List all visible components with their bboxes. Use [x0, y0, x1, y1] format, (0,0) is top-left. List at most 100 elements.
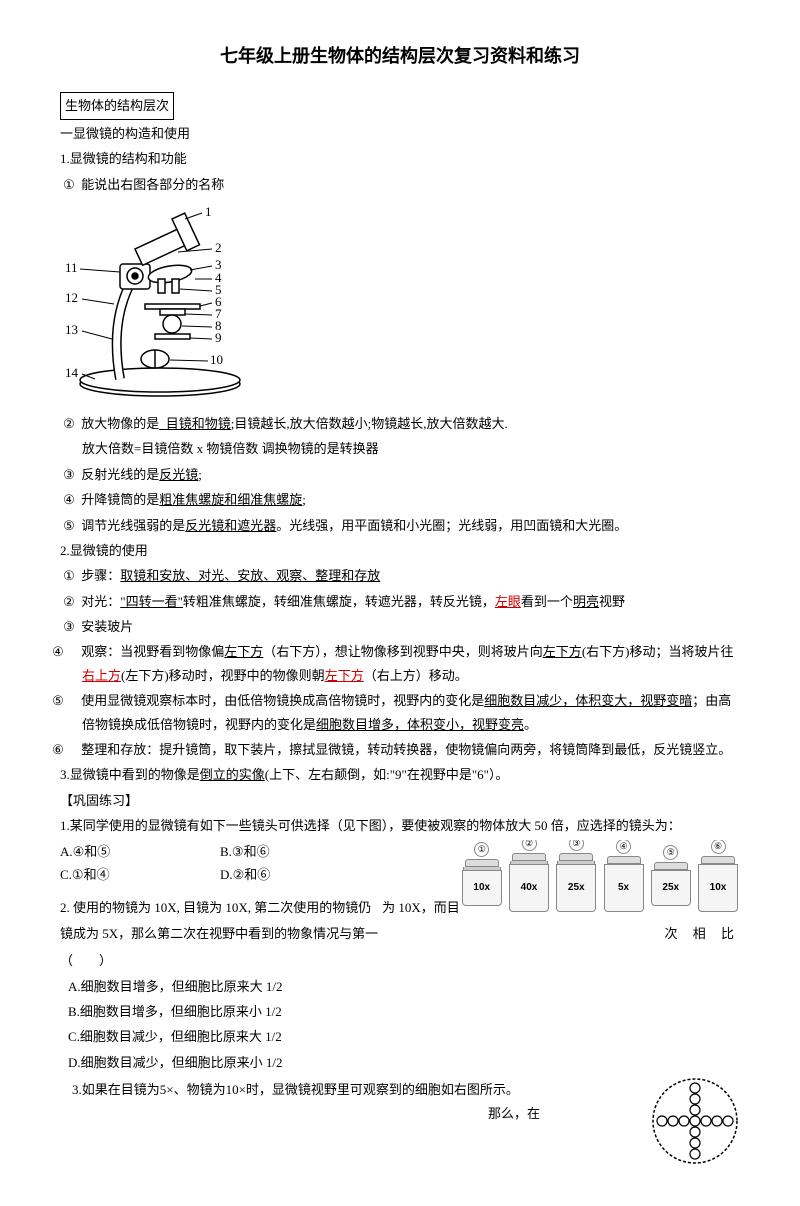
svg-text:1: 1 [205, 204, 212, 219]
num-circle: ④ [60, 488, 78, 511]
q2b2: 次 相 比 [664, 922, 740, 945]
p3-a: 反射光线的是 [81, 467, 159, 482]
num-circle: ⑥ [60, 738, 78, 761]
svg-text:9: 9 [215, 330, 222, 345]
microscope-svg: 1 11 12 13 14 2 3 4 5 6 7 8 9 10 [60, 204, 280, 404]
question-3: 3.如果在目镜为5×、物镜为10×时，显微镜视野里可观察到的细胞如右图所示。 那… [60, 1078, 740, 1101]
p2-b: ;目镜越长,放大倍数越小;物镜越长,放大倍数越大. [231, 416, 508, 431]
svg-text:10: 10 [210, 352, 223, 367]
u4-d: (左下方)移动时，视野中的物像则朝 [121, 668, 325, 683]
svg-text:14: 14 [65, 365, 79, 380]
point-1-text: 能说出右图各部分的名称 [81, 177, 224, 192]
s3-a: 3.显微镜中看到的物像是 [60, 767, 200, 782]
u5-a: 使用显微镜观察标本时，由低倍物镜换成高倍物镜时，视野内的变化是 [81, 693, 484, 708]
svg-text:12: 12 [65, 290, 78, 305]
p2-u: _目镜和物镜 [159, 416, 231, 431]
num-circle: ⑤ [60, 514, 78, 537]
question-3-wrap: 3.如果在目镜为5×、物镜为10×时，显微镜视野里可观察到的细胞如右图所示。 那… [60, 1076, 740, 1166]
cell-field-diagram [650, 1076, 740, 1166]
p5-u: 反光镜和遮光器 [185, 518, 276, 533]
p3-u: 反光镜 [159, 467, 198, 482]
u5-c: 。 [524, 717, 537, 732]
num-circle: ④ [60, 640, 78, 663]
u4-u2: 左下方 [543, 644, 582, 659]
u4-e: （右上方）移动。 [364, 668, 468, 683]
lens-3: ③25x [556, 840, 596, 912]
num-circle: ① [60, 173, 78, 196]
point-5: ⑤ 调节光线强弱的是反光镜和遮光器。光线强，用平面镜和小光圈；光线弱，用凹面镜和… [60, 514, 740, 537]
num-circle: ③ [60, 615, 78, 638]
point-2: ② 放大物像的是_目镜和物镜;目镜越长,放大倍数越小;物镜越长,放大倍数越大. [60, 412, 740, 435]
section-box-label: 生物体的结构层次 [60, 92, 174, 119]
p3-b: ; [198, 467, 202, 482]
u2-u2: 明亮 [573, 594, 599, 609]
question-1: 1.某同学使用的显微镜有如下一些镜头可供选择（见下图），要使被观察的物体放大 5… [60, 814, 740, 837]
q2-opt-a: A.细胞数目增多，但细胞比原来大 1/2 [60, 975, 740, 998]
u5-u2: 细胞数目增多，体积变小，视野变亮 [316, 717, 524, 732]
point-3: ③ 反射光线的是反光镜; [60, 463, 740, 486]
p5-b: 。光线强，用平面镜和小光圈；光线弱，用凹面镜和大光圈。 [276, 518, 627, 533]
num-circle: ③ [60, 463, 78, 486]
use-5: ⑤ 使用显微镜观察标本时，由低倍物镜换成高倍物镜时，视野内的变化是细胞数目减少，… [60, 689, 740, 736]
q2-opt-c: C.细胞数目减少，但细胞比原来大 1/2 [60, 1025, 740, 1048]
sub-1: 1.显微镜的结构和功能 [60, 147, 740, 170]
page-title: 七年级上册生物体的结构层次复习资料和练习 [60, 40, 740, 72]
u4-red1: 右上方 [82, 668, 121, 683]
num-circle: ① [60, 564, 78, 587]
sub-2: 2.显微镜的使用 [60, 539, 740, 562]
point-1: ① 能说出右图各部分的名称 [60, 173, 740, 196]
u4-red2: 左下方 [325, 668, 364, 683]
use-3: ③ 安装玻片 [60, 615, 740, 638]
point-4: ④ 升降镜筒的是粗准焦螺旋和细准焦螺旋; [60, 488, 740, 511]
q1-options: A.④和⑤ B.③和⑥ [60, 840, 460, 863]
u4-c: (右下方)移动；当将玻片往 [582, 644, 734, 659]
q1-opt-b: B.③和⑥ [220, 840, 380, 863]
u3-text: 安装玻片 [81, 619, 133, 634]
p4-u: 粗准焦螺旋和细准焦螺旋 [159, 492, 302, 507]
q2-opt-d: D.细胞数目减少，但细胞比原来小 1/2 [60, 1051, 740, 1074]
use-4: ④ 观察：当视野看到物像偏左下方（右下方），想让物像移到视野中央，则将玻片向左下… [60, 640, 740, 687]
u2-c: 看到一个 [521, 594, 573, 609]
q2-opt-b: B.细胞数目增多，但细胞比原来小 1/2 [60, 1000, 740, 1023]
u2-red1: 左眼 [495, 594, 521, 609]
u2-u1: "四转一看" [120, 594, 183, 609]
lens-diagram: ①10x ②40x ③25x ④5x ⑤25x ⑥10x [460, 840, 740, 912]
p4-b: ; [302, 492, 306, 507]
question-2-line2: 镜成为 5X，那么第二次在视野中看到的物象情况与第一 次 相 比 [60, 922, 740, 945]
u1-a: 步骤： [81, 568, 120, 583]
u2-b: 转粗准焦螺旋，转细准焦螺旋，转遮光器，转反光镜， [183, 594, 495, 609]
q3b: 那么，在 [488, 1102, 540, 1125]
lens-5: ⑤25x [651, 845, 691, 906]
u1-u: 取镜和安放、对光、安放、观察、整理和存放 [120, 568, 380, 583]
use-2: ② 对光："四转一看"转粗准焦螺旋，转细准焦螺旋，转遮光器，转反光镜，左眼看到一… [60, 590, 740, 613]
q1-options-2: C.①和④ D.②和⑥ [60, 863, 460, 886]
q1-opt-d: D.②和⑥ [220, 863, 380, 886]
p2-a: 放大物像的是 [81, 416, 159, 431]
lens-6: ⑥10x [698, 840, 738, 912]
svg-text:13: 13 [65, 322, 78, 337]
lens-4: ④5x [604, 840, 644, 912]
q2b: 镜成为 5X，那么第二次在视野中看到的物象情况与第一 [60, 926, 378, 941]
q2-blank: （ ） [60, 949, 740, 972]
use-1: ① 步骤：取镜和安放、对光、安放、观察、整理和存放 [60, 564, 740, 587]
num-circle: ② [60, 590, 78, 613]
s3-u: 倒立的实像 [200, 767, 265, 782]
lens-1: ①10x [462, 842, 502, 906]
sub-3: 3.显微镜中看到的物像是倒立的实像(上下、左右颠倒，如:"9"在视野中是"6"）… [60, 763, 740, 786]
heading-1: 一显微镜的构造和使用 [60, 122, 740, 145]
q1-opt-a: A.④和⑤ [60, 840, 220, 863]
svg-text:11: 11 [65, 260, 78, 275]
u5-u1: 细胞数目减少，体积变大，视野变暗 [484, 693, 692, 708]
p4-a: 升降镜筒的是 [81, 492, 159, 507]
microscope-diagram: 1 11 12 13 14 2 3 4 5 6 7 8 9 10 [60, 204, 280, 404]
u4-u1: 左下方 [224, 644, 263, 659]
section-header-box: 生物体的结构层次 [60, 92, 740, 119]
svg-text:2: 2 [215, 240, 222, 255]
u2-a: 对光： [81, 594, 120, 609]
u4-b: （右下方），想让物像移到视野中央，则将玻片向 [263, 644, 543, 659]
p2-c: 放大倍数=目镜倍数 x 物镜倍数 调换物镜的是转换器 [60, 437, 740, 460]
s3-b: (上下、左右颠倒，如:"9"在视野中是"6"）。 [265, 767, 509, 782]
num-circle: ⑤ [60, 689, 78, 712]
q2a: 2. 使用的物镜为 10X, 目镜为 10X, 第二次使用的物镜仍 [60, 900, 371, 915]
q3a: 3.如果在目镜为5×、物镜为10×时，显微镜视野里可观察到的细胞如右图所示。 [72, 1082, 519, 1097]
